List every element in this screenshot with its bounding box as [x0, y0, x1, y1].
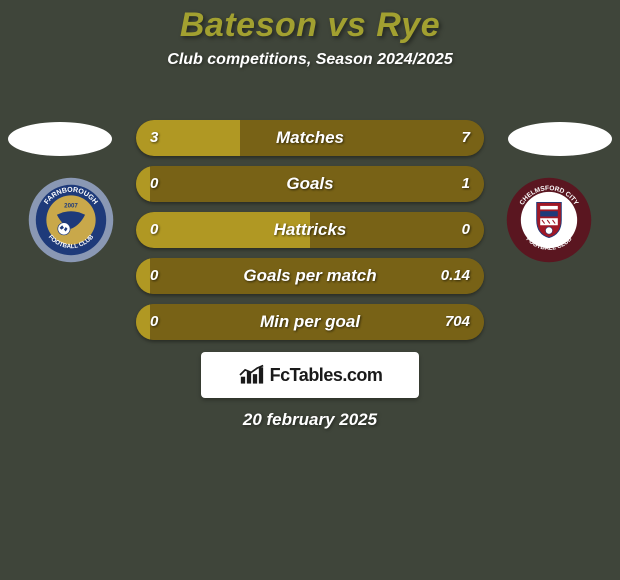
- stat-bar: 0704Min per goal: [136, 304, 484, 340]
- badge-left-year: 2007: [64, 203, 78, 210]
- subtitle: Club competitions, Season 2024/2025: [0, 51, 620, 69]
- stat-bar: 00Hattricks: [136, 212, 484, 248]
- stat-bar: 00.14Goals per match: [136, 258, 484, 294]
- stat-label: Hattricks: [136, 212, 484, 248]
- stat-bar: 37Matches: [136, 120, 484, 156]
- stat-bar: 01Goals: [136, 166, 484, 202]
- player-oval-left: [8, 122, 112, 156]
- brand-badge: FcTables.com: [201, 352, 419, 398]
- player-oval-right: [508, 122, 612, 156]
- stat-label: Min per goal: [136, 304, 484, 340]
- stat-label: Goals: [136, 166, 484, 202]
- brand-text: FcTables.com: [270, 365, 383, 386]
- stat-label: Matches: [136, 120, 484, 156]
- footer-date: 20 february 2025: [0, 410, 620, 430]
- club-badge-right: CHELMSFORD CITY FOOTBALL CLUB: [500, 176, 598, 264]
- page-title: Bateson vs Rye: [0, 0, 620, 45]
- stat-label: Goals per match: [136, 258, 484, 294]
- club-badge-left: FARNBOROUGH FOOTBALL CLUB 2007: [22, 176, 120, 264]
- stats-bars: 37Matches 01Goals 00Hattricks 00.14Goals pe…: [136, 120, 484, 350]
- chart-icon: [238, 363, 266, 387]
